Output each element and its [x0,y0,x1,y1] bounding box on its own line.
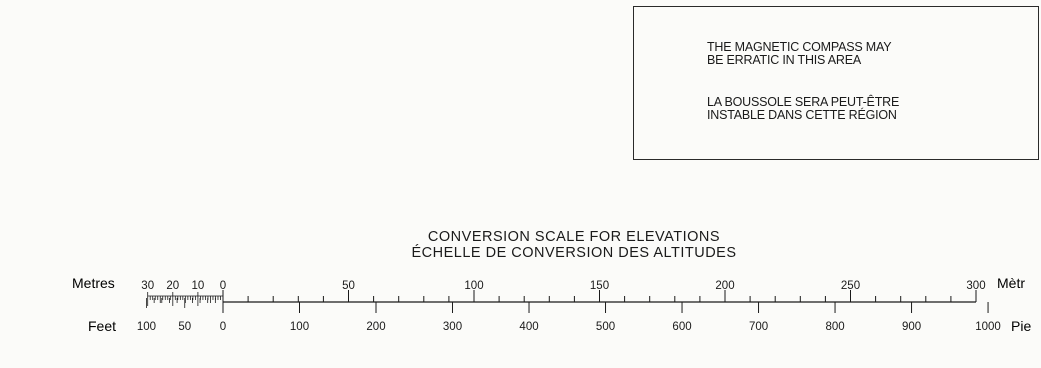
metre-tick-label: 200 [715,280,734,292]
metre-tick-label: 50 [342,280,355,292]
feet-tick-label: 800 [825,321,844,333]
feet-tick-label: 0 [220,321,226,333]
feet-tick-label: 1000 [975,321,1001,333]
feet-tick-label: 100 [137,321,156,333]
feet-label-right: Pie [1011,318,1031,334]
feet-tick-label: 100 [290,321,309,333]
scale-title-french: ÉCHELLE DE CONVERSION DES ALTITUDES [411,245,737,261]
feet-tick-label: 600 [672,321,691,333]
metres-label-right: Mètr [997,275,1025,291]
feet-label-left: Feet [88,318,116,334]
metre-tick-label: 250 [841,280,860,292]
feet-tick-label: 200 [366,321,385,333]
metre-tick-label: 10 [192,280,205,292]
feet-tick-label: 50 [178,321,191,333]
metre-tick-label: 150 [590,280,609,292]
scale-title-english: CONVERSION SCALE FOR ELEVATIONS [427,229,721,245]
metre-tick-label: 0 [220,280,226,292]
notice-french-text: LA BOUSSOLE SERA PEUT-ÊTRE INSTABLE DANS… [707,95,900,122]
feet-tick-label: 500 [596,321,615,333]
metre-tick-label: 30 [141,280,154,292]
feet-tick-label: 700 [749,321,768,333]
metre-tick-label: 20 [166,280,179,292]
feet-tick-label: 300 [443,321,462,333]
magnetic-compass-notice: THE MAGNETIC COMPASS MAY BE ERRATIC IN T… [633,6,1039,160]
feet-tick-label: 900 [902,321,921,333]
feet-tick-label: 400 [519,321,538,333]
metre-tick-label: 100 [464,280,483,292]
metre-tick-label: 300 [966,280,985,292]
notice-english-text: THE MAGNETIC COMPASS MAY BE ERRATIC IN T… [707,40,892,67]
metres-label-left: Metres [72,275,115,291]
